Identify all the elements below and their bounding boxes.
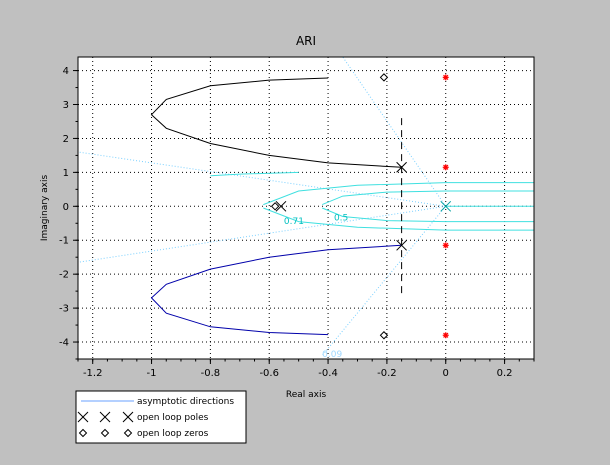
zeta-line — [77, 151, 446, 207]
legend-label-asymptotic-directions: asymptotic directions — [137, 397, 234, 407]
grid-annotation: 0.5 — [334, 214, 348, 224]
damping-grid-overlay: 0.71 0.5 0.09 — [77, 56, 534, 360]
closed-loop-pole-marker — [442, 74, 449, 81]
closed-loop-pole-marker-stroke — [443, 74, 449, 80]
wn-curve — [322, 190, 534, 206]
locus-branch — [150, 77, 402, 168]
pole-marker — [275, 200, 287, 212]
y-tick-label: 4 — [63, 66, 69, 77]
closed-loop-pole-marker-stroke — [443, 332, 449, 338]
pole-marker-stroke — [396, 161, 407, 173]
legend-zero-marker — [123, 428, 133, 438]
closed-loop-pole-marker — [442, 164, 449, 171]
y-axis-label: Imaginary axis — [40, 175, 50, 242]
x-tick-label: -0.2 — [377, 368, 397, 379]
legend-pole-marker — [99, 411, 111, 423]
pole-marker — [440, 200, 452, 212]
wn-curve — [210, 171, 299, 177]
chart-title: ARI — [296, 34, 316, 48]
x-tick-label: -1.2 — [83, 368, 103, 379]
grid-annotation: 0.09 — [322, 350, 342, 360]
chart-marks — [150, 73, 452, 340]
x-tick-label: -0.6 — [259, 368, 279, 379]
wn-curve — [263, 182, 534, 206]
legend-label-open-loop-poles: open loop poles — [137, 413, 209, 423]
wn-curve — [263, 207, 534, 231]
y-tick-label: 2 — [63, 134, 69, 145]
legend-pole-swatch — [77, 411, 134, 423]
x-tick-label: -1 — [147, 368, 157, 379]
grid — [78, 57, 534, 359]
legend-zero-marker — [100, 428, 110, 438]
grid-annotation: 0.71 — [284, 217, 304, 227]
zeta-line — [321, 205, 447, 356]
x-tick-label: -0.4 — [318, 368, 338, 379]
legend-pole-marker-stroke — [122, 411, 134, 423]
locus-branch — [150, 244, 402, 336]
legend-pole-marker — [77, 411, 89, 423]
zero-marker — [379, 73, 389, 82]
x-tick-label: -0.8 — [201, 368, 221, 379]
y-tick-label: 0 — [63, 202, 69, 213]
x-tick-label: 0.2 — [497, 368, 513, 379]
x-tick-label: 0 — [443, 368, 449, 379]
y-tick-label: 1 — [63, 168, 69, 179]
legend-zero-swatch — [78, 428, 133, 438]
legend-pole-marker — [122, 411, 134, 423]
legend-zero-marker — [78, 428, 88, 438]
y-tick-label: -2 — [59, 270, 69, 281]
zero-marker — [270, 202, 280, 211]
legend: asymptotic directions open loop poles op… — [75, 390, 247, 444]
pole-marker — [396, 239, 407, 251]
legend-pole-marker-stroke — [99, 411, 111, 423]
y-tick-label: -4 — [59, 338, 69, 349]
pole-marker-stroke — [396, 239, 407, 251]
closed-loop-pole-marker-stroke — [443, 242, 449, 248]
closed-loop-pole-marker — [442, 332, 449, 339]
plot-frame — [77, 56, 535, 360]
pole-marker-stroke — [275, 200, 287, 212]
wn-curve — [322, 207, 534, 223]
y-tick-label: 3 — [63, 100, 69, 111]
closed-loop-pole-marker-stroke — [443, 164, 449, 170]
axes: -1.2 -1 -0.8 -0.6 -0.4 -0.2 0 0.2 -4 -3 -2 -1 0 1 2 3 4 — [59, 66, 535, 379]
legend-pole-marker-stroke — [77, 411, 89, 423]
pole-marker-stroke — [440, 200, 452, 212]
y-tick-label: -3 — [59, 304, 69, 315]
zeta-line — [77, 205, 446, 263]
zero-marker — [379, 331, 389, 340]
closed-loop-pole-marker — [442, 242, 449, 249]
plot-area — [78, 57, 534, 359]
y-tick-label: -1 — [59, 236, 69, 247]
legend-label-open-loop-zeros: open loop zeros — [137, 429, 209, 439]
zeta-line — [342, 56, 447, 207]
x-axis-label: Real axis — [286, 390, 327, 400]
pole-marker — [396, 161, 407, 173]
